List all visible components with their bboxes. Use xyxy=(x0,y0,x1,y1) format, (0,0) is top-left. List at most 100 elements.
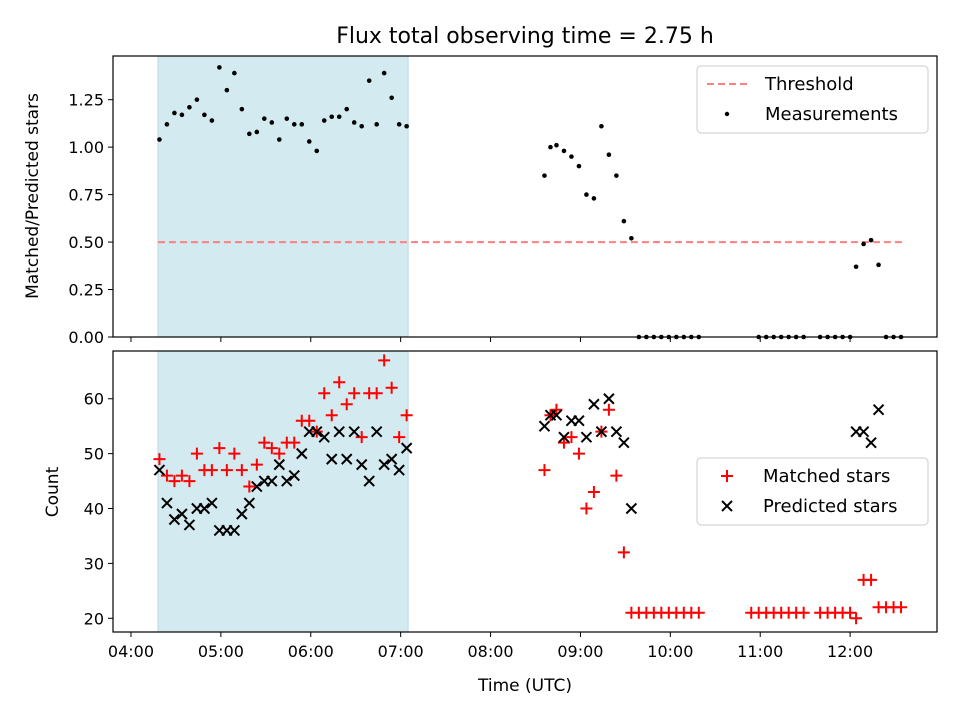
legend-measurements-swatch xyxy=(724,111,730,117)
predicted-star-point xyxy=(538,420,551,432)
legend-predicted-label: Predicted stars xyxy=(763,496,897,517)
measurement-point xyxy=(179,112,185,118)
predicted-star-point xyxy=(363,475,375,487)
measurement-point xyxy=(329,114,335,120)
predicted-star-point xyxy=(153,464,166,476)
predicted-star-point xyxy=(273,458,286,471)
predicted-star-point xyxy=(857,425,870,438)
predicted-star-point xyxy=(865,436,877,449)
predicted-star-point xyxy=(385,453,398,465)
measurement-point xyxy=(548,144,553,150)
x-tick-label: 07:00 xyxy=(378,642,424,661)
top-legend: Threshold Measurements xyxy=(696,65,929,134)
measurement-point xyxy=(606,152,612,158)
matched-star-point xyxy=(153,453,166,466)
bottom-shaded-region xyxy=(157,350,409,633)
measurement-point xyxy=(209,118,215,123)
measurement-point xyxy=(614,173,619,178)
stars-layer xyxy=(153,354,908,625)
matched-star-point xyxy=(580,502,593,515)
matched-star-point xyxy=(400,409,413,422)
predicted-star-point xyxy=(266,475,278,487)
matched-star-point xyxy=(160,469,173,482)
y-tick-label: 40 xyxy=(84,500,104,519)
predicted-star-point xyxy=(251,480,263,493)
measurement-point xyxy=(336,114,342,120)
predicted-star-point xyxy=(625,502,638,515)
matched-star-point xyxy=(348,387,361,400)
matched-star-point xyxy=(393,431,406,444)
matched-star-point xyxy=(617,546,630,559)
measurement-point xyxy=(276,137,282,142)
matched-star-point xyxy=(325,409,338,422)
measurement-point xyxy=(389,95,394,101)
predicted-star-point xyxy=(341,453,353,465)
measurement-point xyxy=(344,106,350,112)
legend-matched-label: Matched stars xyxy=(763,466,890,487)
matched-star-point xyxy=(692,606,705,619)
matched-star-point xyxy=(265,442,278,455)
measurement-point xyxy=(404,123,409,129)
measurement-point xyxy=(868,237,874,243)
measurement-point xyxy=(306,139,312,144)
legend-threshold-label: Threshold xyxy=(764,74,854,95)
matched-star-point xyxy=(370,387,383,400)
matched-star-point xyxy=(168,475,181,488)
measurement-point xyxy=(172,110,177,116)
measurement-point xyxy=(366,78,372,83)
matched-star-point xyxy=(865,573,878,586)
bottom-legend: Matched stars Predicted stars xyxy=(696,457,929,526)
matched-star-point xyxy=(385,381,398,394)
measurement-point xyxy=(157,137,162,142)
measurement-point xyxy=(374,122,379,127)
measurement-point xyxy=(247,131,252,137)
matched-star-point xyxy=(190,447,203,460)
predicted-star-point xyxy=(183,519,196,531)
predicted-star-point xyxy=(236,508,248,520)
measurement-point xyxy=(584,192,589,197)
matched-star-point xyxy=(572,447,585,460)
measurement-point xyxy=(194,97,200,102)
measurement-point xyxy=(314,148,320,154)
measurement-point xyxy=(224,87,230,93)
chart-title: Flux total observing time = 2.75 h xyxy=(336,24,714,49)
predicted-star-point xyxy=(595,425,608,438)
measurement-point xyxy=(569,154,574,159)
measurement-point xyxy=(629,235,634,241)
measurement-point xyxy=(269,120,275,125)
predicted-star-point xyxy=(311,425,323,438)
matched-star-point xyxy=(333,376,346,389)
measurement-point xyxy=(299,122,305,127)
predicted-star-point xyxy=(355,458,368,471)
bottom-legend-box xyxy=(696,457,929,526)
measurement-point xyxy=(321,118,327,123)
measurement-point xyxy=(853,264,859,270)
matched-star-point xyxy=(557,436,570,449)
predicted-star-point xyxy=(168,513,181,526)
x-tick-label: 10:00 xyxy=(647,642,693,661)
measurement-point xyxy=(217,65,222,70)
measurement-point xyxy=(187,104,192,110)
x-axis-label: Time (UTC) xyxy=(477,676,572,696)
matched-star-point xyxy=(205,464,218,477)
matched-star-point xyxy=(844,606,857,619)
y-tick-label: 20 xyxy=(84,609,104,628)
bottom-y-axis-label: Count xyxy=(43,466,63,517)
predicted-star-point xyxy=(326,453,338,465)
top-plot-frame xyxy=(112,55,938,338)
matched-star-point xyxy=(288,436,301,449)
measurement-point xyxy=(239,106,245,112)
matched-star-point xyxy=(355,431,368,444)
matched-star-point xyxy=(258,436,271,449)
ratio-panel: 0.00 0.25 0.50 0.75 1.00 1.25 Matched/Predict… xyxy=(23,55,938,347)
matched-star-point xyxy=(175,469,188,482)
matched-star-point xyxy=(303,414,316,427)
x-tick-label: 09:00 xyxy=(557,642,603,661)
measurement-point xyxy=(576,163,582,169)
predicted-star-point xyxy=(161,497,173,509)
y-tick-label: 30 xyxy=(84,554,104,573)
x-tick-label: 11:00 xyxy=(737,642,783,661)
measurement-point xyxy=(164,122,170,127)
measurement-point xyxy=(554,142,559,148)
